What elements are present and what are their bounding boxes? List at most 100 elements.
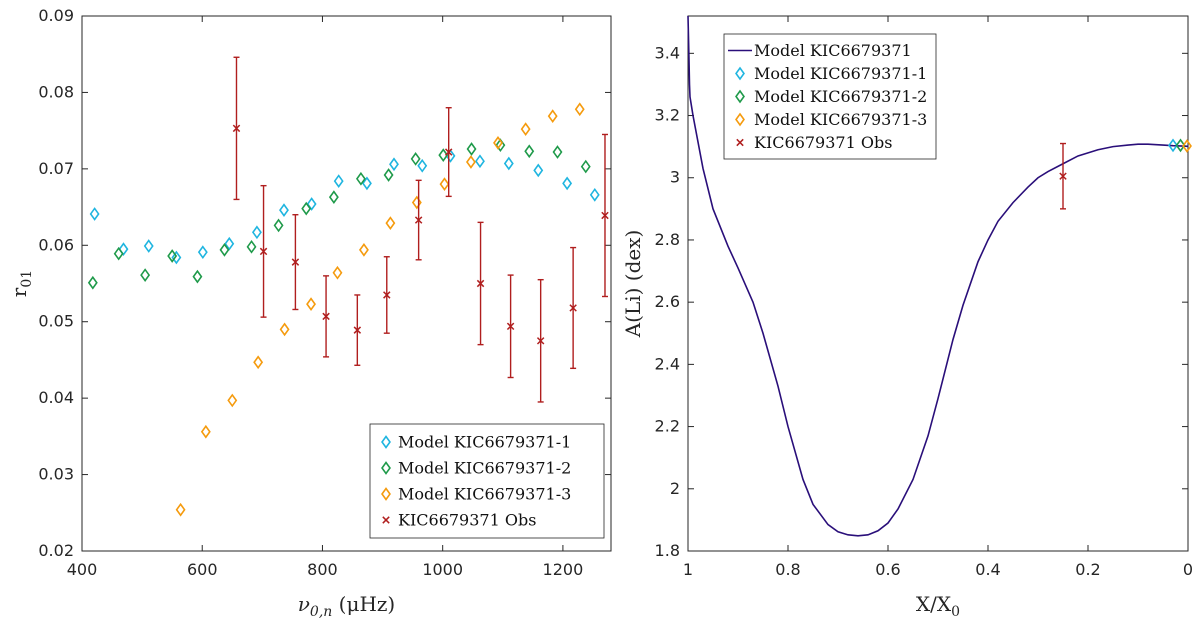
legend-entry: Model KIC6679371-3 bbox=[754, 110, 927, 129]
data-point bbox=[411, 195, 422, 210]
y-tick-label: 2.8 bbox=[655, 230, 680, 249]
data-point bbox=[503, 156, 514, 171]
legend-box bbox=[369, 423, 605, 539]
data-point bbox=[417, 158, 428, 173]
y-tick-label: 2.4 bbox=[655, 354, 680, 373]
data-point bbox=[219, 243, 230, 257]
data-point bbox=[438, 148, 449, 162]
data-point bbox=[536, 337, 545, 345]
data-point bbox=[118, 242, 129, 256]
data-point bbox=[291, 258, 300, 266]
series-3 bbox=[175, 102, 585, 517]
data-point bbox=[227, 393, 238, 408]
y-tick-label: 0.09 bbox=[38, 6, 74, 25]
x-tick-label: 0.6 bbox=[875, 560, 900, 579]
data-point bbox=[328, 190, 339, 205]
y-tick-label: 0.04 bbox=[38, 388, 74, 407]
data-point bbox=[506, 322, 515, 331]
plot-frame bbox=[687, 15, 1189, 552]
series-4 bbox=[1182, 139, 1192, 153]
data-point bbox=[332, 265, 343, 280]
data-point bbox=[444, 148, 453, 156]
plot-frame bbox=[81, 15, 612, 552]
data-point bbox=[167, 249, 178, 263]
data-point bbox=[140, 268, 151, 282]
y-axis-label: r01 bbox=[7, 270, 35, 297]
data-point bbox=[495, 138, 506, 153]
legend-marker bbox=[381, 487, 391, 501]
y-tick-label: 3.2 bbox=[655, 106, 680, 125]
legend-entry: Model KIC6679371-1 bbox=[754, 64, 927, 83]
data-point bbox=[279, 322, 290, 337]
legend-marker bbox=[735, 112, 745, 127]
legend-entry: Model KIC6679371-3 bbox=[398, 485, 571, 504]
data-point bbox=[476, 279, 485, 288]
x-tick-label: 0.8 bbox=[775, 560, 800, 579]
data-point bbox=[192, 269, 203, 284]
data-point bbox=[306, 297, 316, 312]
legend-entry: Model KIC6679371-2 bbox=[754, 87, 927, 106]
x-tick-label: 1000 bbox=[422, 560, 463, 579]
data-point bbox=[246, 239, 257, 254]
data-point bbox=[224, 236, 235, 251]
data-point bbox=[580, 159, 591, 174]
legend-entry: Model KIC6679371 bbox=[754, 41, 912, 60]
legend-marker bbox=[381, 435, 391, 449]
data-point bbox=[562, 176, 573, 191]
x-tick-label: 1200 bbox=[543, 560, 584, 579]
data-point bbox=[475, 154, 485, 169]
y-tick-label: 0.06 bbox=[38, 235, 74, 254]
legend-marker bbox=[736, 138, 744, 147]
data-point bbox=[520, 122, 531, 136]
data-point bbox=[465, 155, 476, 169]
series-5 bbox=[1059, 142, 1067, 210]
data-point bbox=[89, 207, 100, 221]
model-line bbox=[687, 15, 1189, 537]
data-point bbox=[358, 243, 369, 257]
data-point bbox=[306, 197, 317, 211]
data-point bbox=[410, 152, 421, 166]
y-tick-label: 0.07 bbox=[38, 159, 74, 178]
data-point bbox=[383, 168, 394, 182]
y-tick-label: 0.08 bbox=[38, 82, 74, 101]
data-point bbox=[253, 355, 264, 370]
data-point bbox=[279, 203, 289, 217]
data-point bbox=[259, 247, 268, 256]
x-tick-label: 1 bbox=[683, 560, 693, 579]
data-point bbox=[1182, 139, 1192, 153]
right-panel-lithium-abundance: 1 0.8 0.6 0.4 0.2 0 1.8 2 2.2 2.4 2.6 2.8 3 3.2 3.4 Mod… bbox=[621, 15, 1193, 620]
data-point bbox=[1168, 138, 1178, 153]
legend-entry: KIC6679371 Obs bbox=[754, 133, 892, 152]
data-point bbox=[175, 502, 186, 517]
left-panel-r01-vs-frequency: 400 600 800 1000 1200 0.02 0.03 0.04 0.05 0.06 0.0… bbox=[7, 6, 612, 620]
data-point bbox=[414, 216, 423, 224]
data-point bbox=[1059, 172, 1067, 180]
y-tick-label: 3 bbox=[670, 168, 680, 187]
legend-entry: Model KIC6679371-1 bbox=[398, 433, 571, 452]
data-point bbox=[333, 174, 344, 188]
y-axis-label: A(Li) (dex) bbox=[621, 230, 645, 339]
series-1 bbox=[687, 15, 1189, 537]
data-point bbox=[493, 136, 503, 150]
legend-marker bbox=[735, 89, 745, 104]
data-point bbox=[533, 163, 544, 178]
data-point bbox=[353, 326, 362, 334]
data-point bbox=[601, 211, 609, 220]
data-point bbox=[547, 109, 558, 123]
data-point bbox=[355, 171, 366, 186]
legend: Model KIC6679371 Model KIC6679371-1 Model … bbox=[723, 33, 937, 160]
legend-entry: Model KIC6679371-2 bbox=[398, 459, 571, 478]
data-point bbox=[574, 102, 585, 117]
series-1 bbox=[89, 148, 600, 265]
data-point bbox=[143, 239, 154, 253]
x-axis-label: ν0,n (μHz) bbox=[298, 592, 396, 620]
series-4 bbox=[232, 56, 609, 403]
y-tick-label: 1.8 bbox=[655, 541, 680, 560]
data-point bbox=[385, 216, 396, 230]
data-point bbox=[589, 187, 600, 202]
y-tick-label: 3.4 bbox=[655, 43, 680, 62]
y-tick-label: 0.03 bbox=[38, 465, 74, 484]
data-point bbox=[524, 144, 535, 159]
legend-box bbox=[723, 33, 937, 160]
